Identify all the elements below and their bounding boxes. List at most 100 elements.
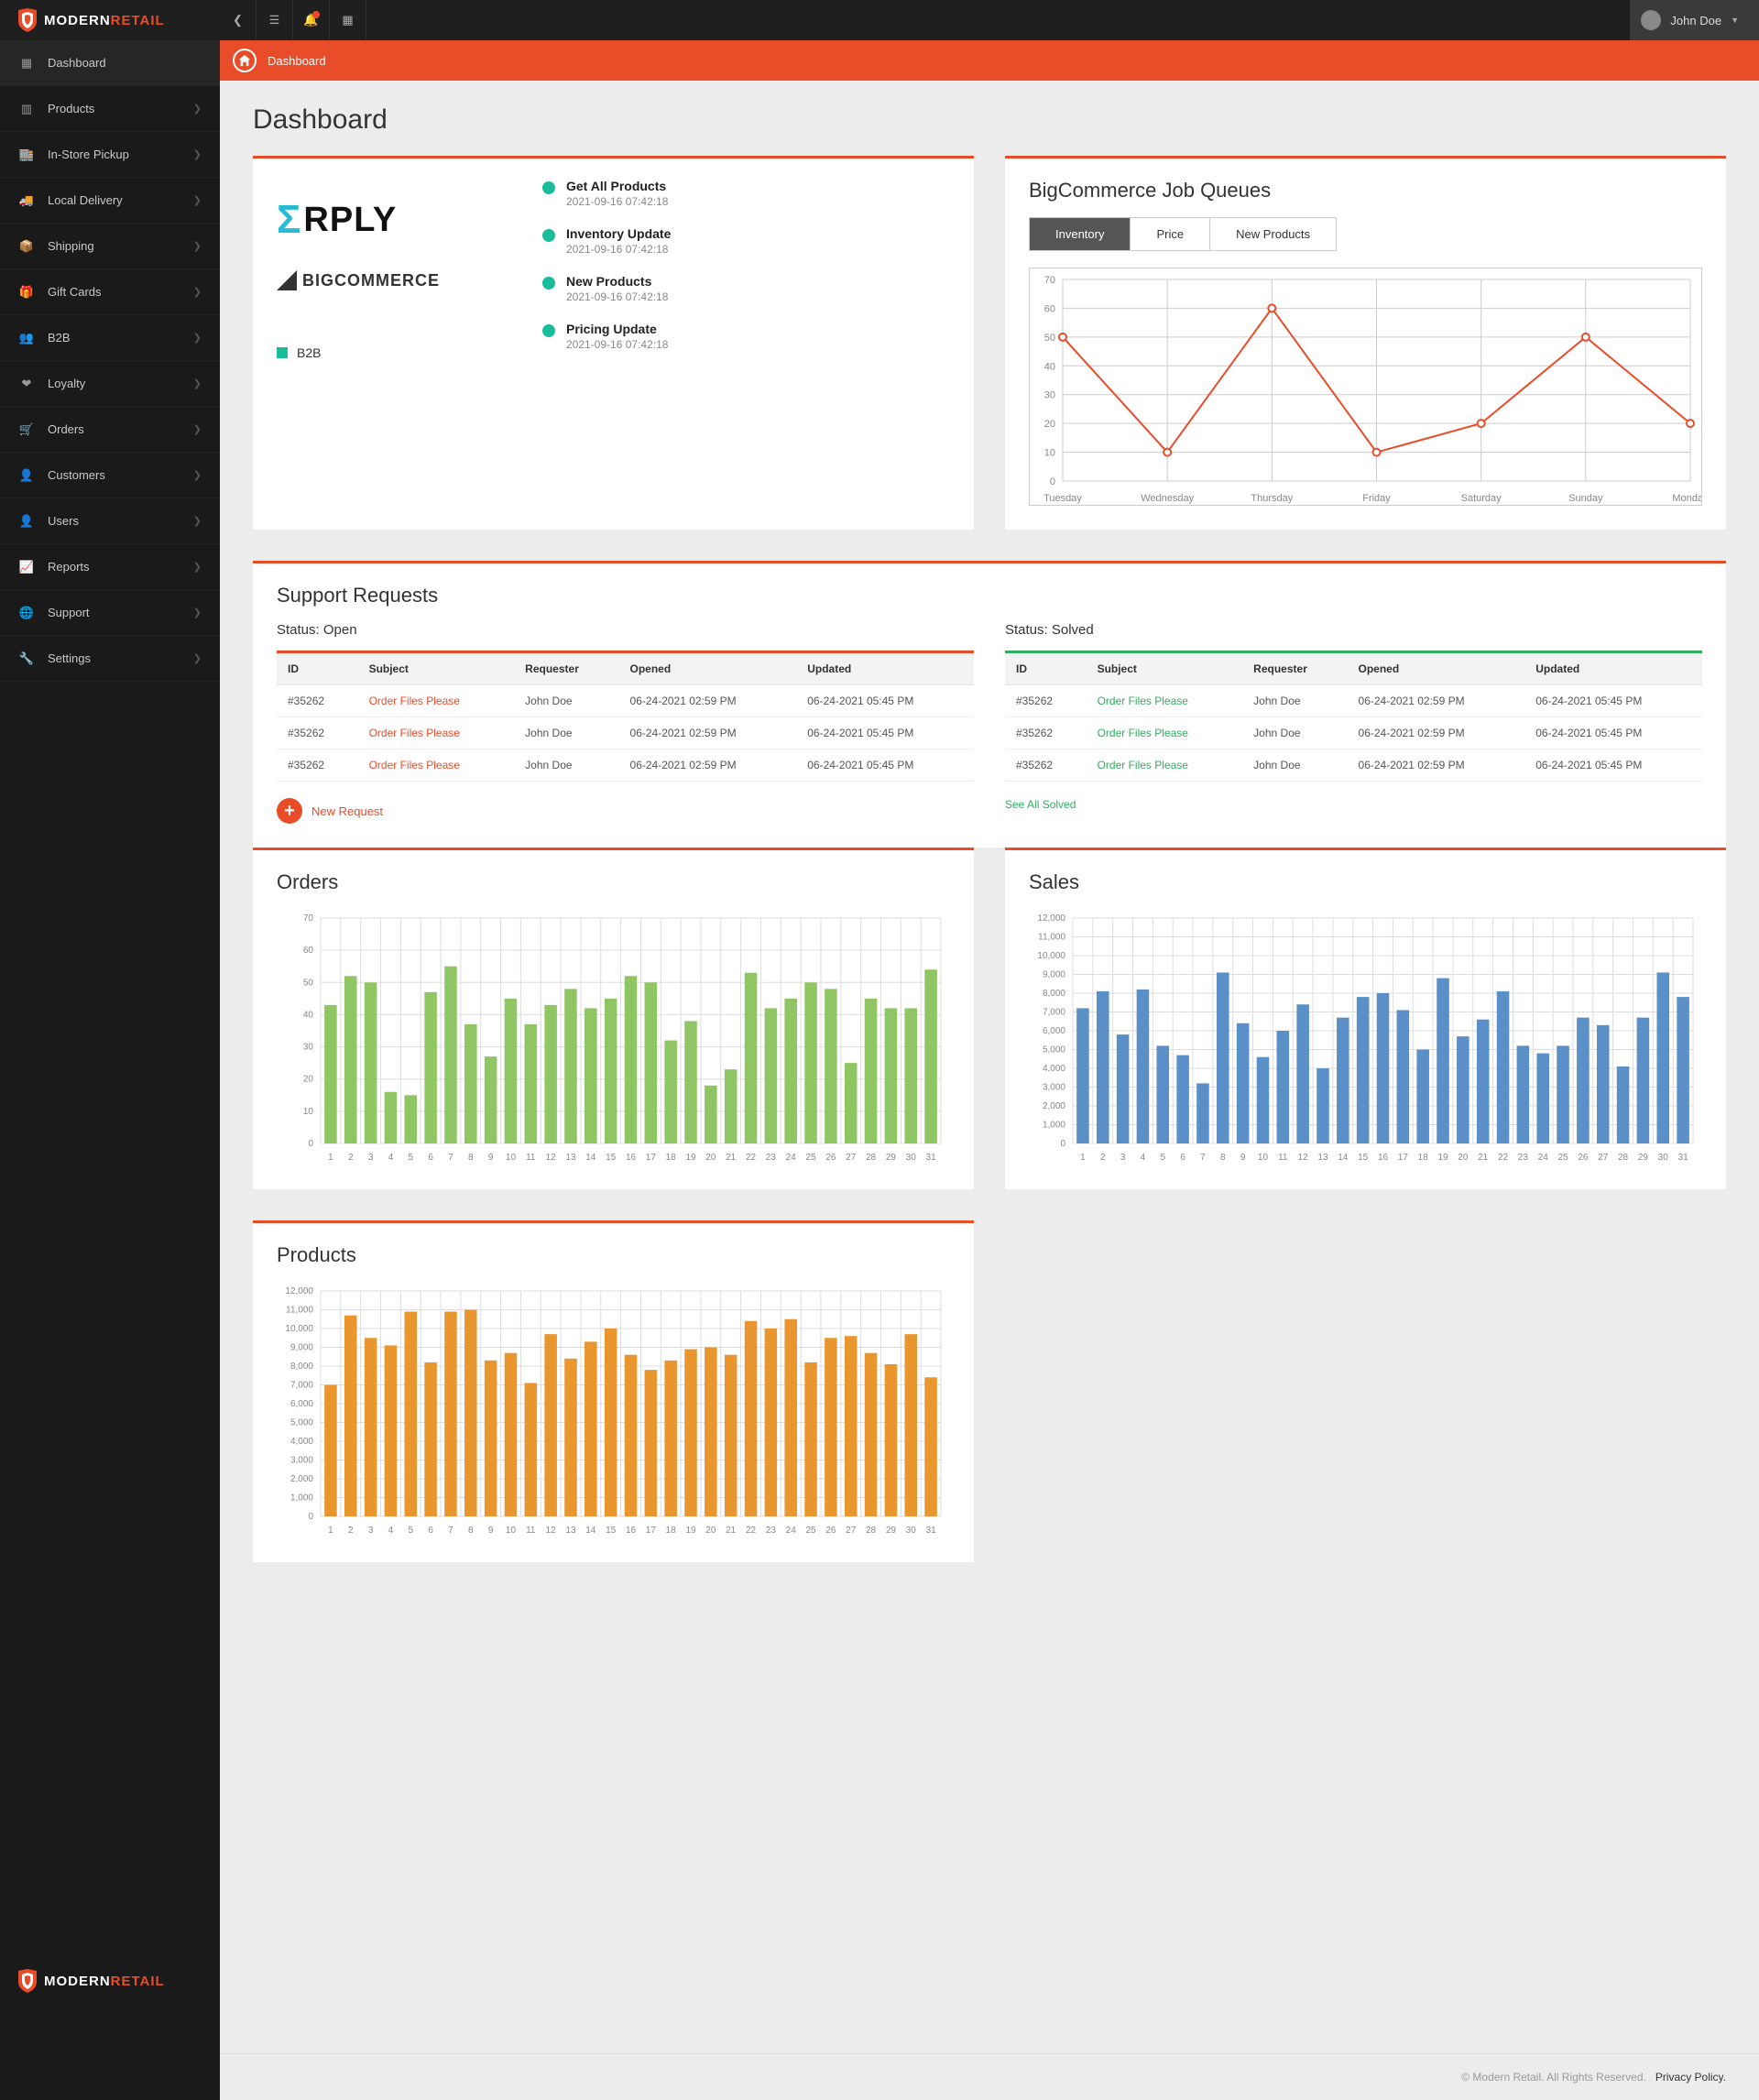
table-header: Requester [514,653,618,685]
chevron-right-icon: ❯ [193,561,202,573]
svg-text:29: 29 [886,1526,897,1536]
table-row[interactable]: #35262Order Files PleaseJohn Doe06-24-20… [277,717,974,749]
products-title: Products [277,1243,950,1267]
sync-event-date: 2021-09-16 07:42:18 [566,243,671,256]
table-row[interactable]: #35262Order Files PleaseJohn Doe06-24-20… [1005,749,1702,782]
svg-text:27: 27 [846,1526,857,1536]
queue-tab-new-products[interactable]: New Products [1210,218,1336,250]
table-cell: Order Files Please [358,749,515,782]
sidebar-item-users[interactable]: 👤 Users ❯ [0,498,220,544]
notifications-icon[interactable]: 🔔 [293,0,330,40]
svg-text:5: 5 [408,1526,413,1536]
table-cell: 06-24-2021 05:45 PM [796,717,974,749]
svg-text:10: 10 [506,1526,517,1536]
svg-text:14: 14 [1338,1153,1349,1163]
table-row[interactable]: #35262Order Files PleaseJohn Doe06-24-20… [1005,717,1702,749]
svg-text:12,000: 12,000 [1037,913,1065,924]
status-dot-icon [542,277,555,290]
sidebar-item-in-store-pickup[interactable]: 🏬 In-Store Pickup ❯ [0,132,220,178]
chevron-right-icon: ❯ [193,607,202,618]
queue-line-chart: 010203040506070TuesdayWednesdayThursdayF… [1029,268,1702,506]
privacy-policy-link[interactable]: Privacy Policy. [1655,2071,1726,2084]
sidebar-item-label: Support [48,606,90,619]
svg-text:18: 18 [666,1153,677,1163]
chevron-right-icon: ❯ [193,377,202,389]
sidebar-item-loyalty[interactable]: ❤ Loyalty ❯ [0,361,220,407]
menu-icon[interactable]: ☰ [257,0,293,40]
svg-text:4: 4 [388,1153,394,1163]
sidebar-item-gift-cards[interactable]: 🎁 Gift Cards ❯ [0,269,220,315]
table-cell: #35262 [277,749,358,782]
svg-text:15: 15 [1358,1153,1369,1163]
chevron-right-icon: ❯ [193,286,202,298]
table-row[interactable]: #35262Order Files PleaseJohn Doe06-24-20… [1005,685,1702,717]
table-header: Updated [1524,653,1702,685]
see-all-solved-link[interactable]: See All Solved [1005,798,1702,811]
table-cell: John Doe [514,749,618,782]
svg-text:6: 6 [1180,1153,1185,1163]
sidebar-item-orders[interactable]: 🛒 Orders ❯ [0,407,220,453]
svg-text:12: 12 [1298,1153,1309,1163]
collapse-arrow-icon[interactable]: ❮ [220,0,257,40]
table-row[interactable]: #35262Order Files PleaseJohn Doe06-24-20… [277,749,974,782]
svg-text:8: 8 [468,1153,474,1163]
svg-text:0: 0 [1050,476,1055,487]
products-card: Products 01,0002,0003,0004,0005,0006,000… [253,1220,974,1562]
sidebar-item-settings[interactable]: 🔧 Settings ❯ [0,636,220,682]
sidebar-item-label: Settings [48,651,91,665]
sidebar-item-support[interactable]: 🌐 Support ❯ [0,590,220,636]
svg-text:28: 28 [866,1526,877,1536]
svg-text:17: 17 [1398,1153,1409,1163]
user-menu[interactable]: John Doe ▼ [1630,0,1759,40]
sidebar-item-reports[interactable]: 📈 Reports ❯ [0,544,220,590]
svg-text:20: 20 [705,1526,716,1536]
sync-event-title: Inventory Update [566,226,671,241]
svg-text:12: 12 [546,1526,557,1536]
sidebar-item-label: Dashboard [48,56,106,70]
svg-text:Thursday: Thursday [1251,493,1293,504]
home-icon[interactable] [233,49,257,72]
new-request-button[interactable]: + New Request [277,798,974,824]
svg-text:4: 4 [388,1526,394,1536]
sidebar-item-customers[interactable]: 👤 Customers ❯ [0,453,220,498]
chevron-right-icon: ❯ [193,194,202,206]
svg-text:10: 10 [1044,448,1055,459]
queue-tab-inventory[interactable]: Inventory [1030,218,1131,250]
sidebar-item-b2b[interactable]: 👥 B2B ❯ [0,315,220,361]
svg-text:30: 30 [1044,390,1055,401]
svg-text:26: 26 [825,1153,836,1163]
svg-text:Wednesday: Wednesday [1141,493,1194,504]
svg-text:19: 19 [685,1526,696,1536]
svg-text:30: 30 [906,1153,917,1163]
svg-text:Sunday: Sunday [1568,493,1603,504]
apps-icon[interactable]: ▦ [330,0,366,40]
user-name: John Doe [1670,14,1721,27]
svg-text:8: 8 [1220,1153,1226,1163]
sidebar-item-dashboard[interactable]: ▦ Dashboard [0,40,220,86]
svg-text:24: 24 [786,1526,797,1536]
table-cell: Order Files Please [358,685,515,717]
sync-event-date: 2021-09-16 07:42:18 [566,338,668,351]
svg-text:Friday: Friday [1362,493,1391,504]
queue-tab-price[interactable]: Price [1131,218,1210,250]
svg-text:3,000: 3,000 [1043,1083,1065,1093]
svg-text:0: 0 [308,1139,313,1149]
table-row[interactable]: #35262Order Files PleaseJohn Doe06-24-20… [277,685,974,717]
svg-text:11,000: 11,000 [1038,933,1065,943]
erply-logo: ΣRPLY [277,197,542,243]
svg-text:9: 9 [488,1526,494,1536]
svg-text:18: 18 [666,1526,677,1536]
table-header: Opened [619,653,797,685]
svg-text:10: 10 [1258,1153,1269,1163]
svg-text:6: 6 [428,1526,433,1536]
svg-text:11: 11 [526,1153,536,1163]
sidebar-item-local-delivery[interactable]: 🚚 Local Delivery ❯ [0,178,220,224]
brand-logo[interactable]: MODERNRETAIL [0,8,220,32]
cart-icon: 🛒 [18,422,35,437]
sidebar-item-products[interactable]: ▥ Products ❯ [0,86,220,132]
sidebar-item-shipping[interactable]: 📦 Shipping ❯ [0,224,220,269]
orders-title: Orders [277,870,950,894]
table-header: Requester [1242,653,1347,685]
svg-text:25: 25 [1557,1153,1568,1163]
svg-text:9,000: 9,000 [1043,970,1065,980]
